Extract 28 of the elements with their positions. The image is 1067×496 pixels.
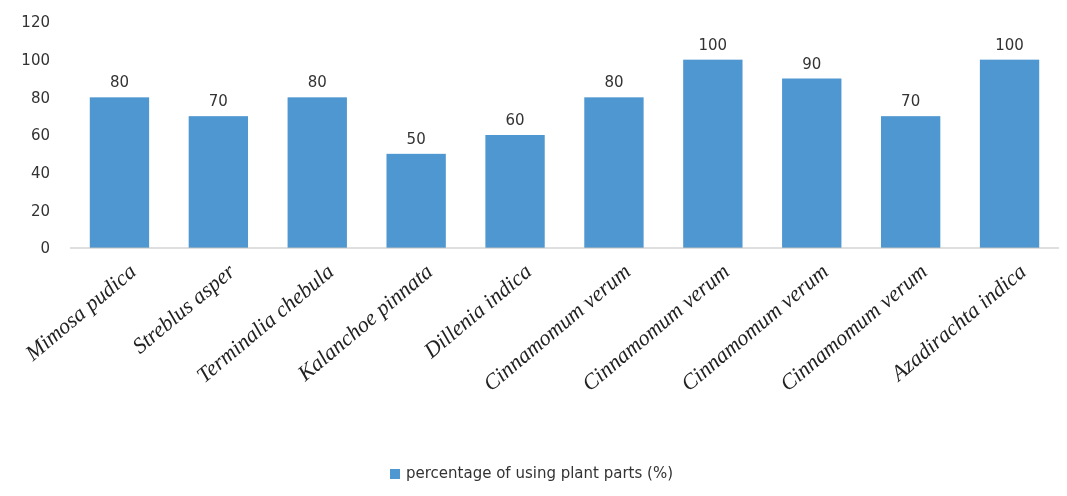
bar xyxy=(584,97,644,248)
bar xyxy=(188,116,249,248)
data-label: 90 xyxy=(802,54,822,73)
bar xyxy=(979,59,1040,248)
y-tick-label: 20 xyxy=(30,201,50,220)
bar xyxy=(880,116,941,248)
bar xyxy=(683,59,743,248)
data-label: 70 xyxy=(901,92,921,111)
data-label: 80 xyxy=(604,73,624,92)
y-tick-label: 0 xyxy=(40,239,50,258)
y-tick-label: 60 xyxy=(30,126,50,145)
bar xyxy=(485,135,545,248)
y-tick-label: 40 xyxy=(30,163,50,182)
y-tick-label: 100 xyxy=(21,50,50,69)
data-label: 50 xyxy=(406,129,426,148)
y-tick-label: 80 xyxy=(30,88,50,107)
data-label: 60 xyxy=(505,111,525,129)
legend-label: percentage of using plant parts (%) xyxy=(406,464,674,482)
data-label: 80 xyxy=(307,73,327,92)
bar xyxy=(287,97,347,248)
y-tick-label: 120 xyxy=(21,13,50,32)
data-label: 100 xyxy=(698,35,728,54)
data-label: 100 xyxy=(995,35,1024,54)
data-label: 70 xyxy=(208,92,228,111)
data-label: 80 xyxy=(109,73,129,92)
bar xyxy=(386,153,446,248)
bar xyxy=(782,78,842,248)
bar xyxy=(89,97,150,248)
